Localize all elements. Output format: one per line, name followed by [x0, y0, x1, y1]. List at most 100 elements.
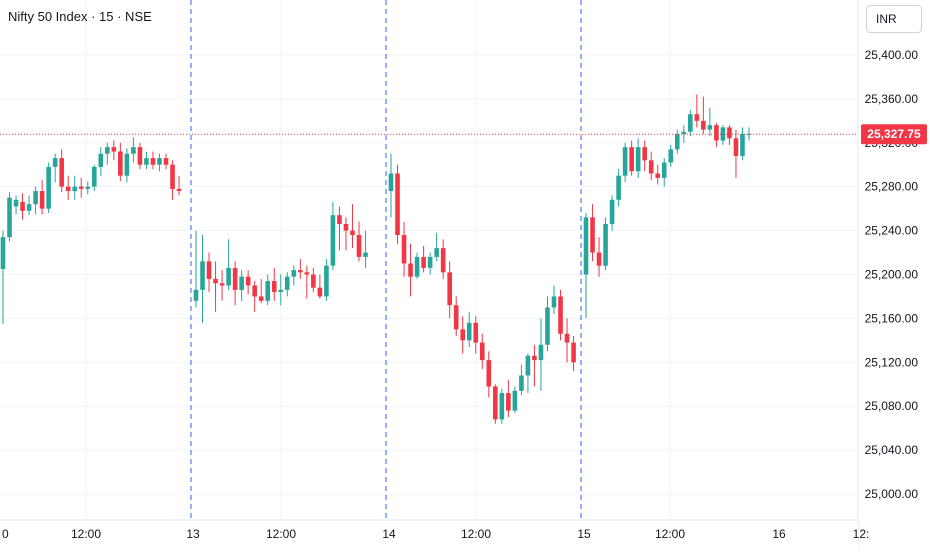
candle-up[interactable] — [105, 142, 110, 165]
candle-down[interactable] — [356, 221, 362, 262]
candle-down[interactable] — [213, 261, 218, 312]
candle-up[interactable] — [512, 386, 518, 413]
candle-down[interactable] — [245, 270, 251, 295]
candle-up[interactable] — [427, 252, 433, 275]
candle-down[interactable] — [395, 164, 400, 244]
candle-up[interactable] — [622, 142, 628, 183]
candle-up[interactable] — [551, 285, 557, 315]
candle-up[interactable] — [226, 239, 231, 290]
candle-up[interactable] — [98, 147, 104, 176]
candle-up[interactable] — [414, 252, 420, 279]
candle-up[interactable] — [239, 270, 244, 301]
candle-up[interactable] — [525, 353, 531, 394]
candle-down[interactable] — [298, 259, 303, 279]
candle-up[interactable] — [157, 153, 162, 172]
candle-down[interactable] — [714, 122, 719, 148]
candle-up[interactable] — [609, 195, 615, 231]
candle-down[interactable] — [111, 140, 117, 161]
candle-down[interactable] — [311, 267, 316, 293]
candle-up[interactable] — [33, 186, 38, 215]
candle-up[interactable] — [434, 232, 439, 262]
candle-up[interactable] — [668, 144, 674, 167]
candle-down[interactable] — [39, 180, 45, 215]
candle-down[interactable] — [590, 204, 595, 262]
candle-up[interactable] — [52, 153, 58, 183]
candle-down[interactable] — [453, 296, 459, 336]
candle-up[interactable] — [603, 217, 608, 271]
candle-down[interactable] — [59, 149, 64, 193]
candle-down[interactable] — [65, 175, 71, 200]
candle-down[interactable] — [408, 243, 413, 297]
candle-up[interactable] — [85, 181, 91, 195]
candle-up[interactable] — [265, 274, 271, 306]
candle-down[interactable] — [78, 177, 84, 198]
candle-down[interactable] — [421, 245, 426, 273]
candle-down[interactable] — [506, 379, 511, 418]
candle-down[interactable] — [701, 96, 706, 134]
candle-down[interactable] — [304, 265, 310, 299]
candle-down[interactable] — [163, 153, 169, 170]
candle-down[interactable] — [219, 270, 225, 301]
candle-up[interactable] — [284, 272, 290, 297]
candle-up[interactable] — [363, 230, 368, 268]
candle-up[interactable] — [720, 125, 726, 145]
candle-up[interactable] — [291, 265, 297, 286]
candle-down[interactable] — [460, 316, 466, 354]
candle-up[interactable] — [674, 129, 680, 154]
candle-up[interactable] — [278, 274, 284, 306]
currency-button[interactable]: INR — [866, 5, 922, 33]
candle-down[interactable] — [150, 151, 156, 170]
candle-up[interactable] — [519, 364, 524, 396]
candle-down[interactable] — [440, 239, 446, 279]
candle-up[interactable] — [538, 318, 544, 391]
candle-up[interactable] — [26, 195, 32, 216]
candle-up[interactable] — [545, 296, 550, 352]
candle-up[interactable] — [144, 151, 149, 170]
candle-up[interactable] — [124, 148, 130, 183]
candle-down[interactable] — [20, 193, 25, 220]
candle-down[interactable] — [473, 316, 479, 354]
candle-down[interactable] — [317, 274, 323, 299]
candle-up[interactable] — [388, 153, 394, 218]
candle-up[interactable] — [72, 175, 78, 200]
candle-down[interactable] — [558, 289, 563, 341]
candle-down[interactable] — [337, 206, 342, 251]
candle-down[interactable] — [479, 333, 485, 369]
candle-down[interactable] — [727, 125, 732, 145]
candle-down[interactable] — [258, 278, 264, 304]
candle-down[interactable] — [271, 267, 277, 301]
candle-down[interactable] — [252, 281, 257, 312]
candle-down[interactable] — [532, 344, 537, 387]
candle-down[interactable] — [642, 140, 647, 172]
candle-up[interactable] — [324, 259, 329, 301]
candle-up[interactable] — [707, 107, 713, 137]
candle-down[interactable] — [596, 237, 602, 277]
candle-down[interactable] — [564, 318, 570, 363]
candle-up[interactable] — [0, 230, 6, 324]
candle-up[interactable] — [46, 162, 51, 214]
candle-up[interactable] — [466, 311, 472, 347]
candle-up[interactable] — [7, 192, 12, 242]
candle-up[interactable] — [616, 169, 621, 207]
candle-down[interactable] — [733, 129, 739, 178]
candle-down[interactable] — [655, 164, 661, 185]
candle-up[interactable] — [681, 125, 687, 143]
candle-up[interactable] — [661, 158, 667, 187]
candle-down[interactable] — [343, 217, 349, 251]
candle-down[interactable] — [629, 140, 634, 176]
candle-up[interactable] — [746, 127, 752, 141]
candle-down[interactable] — [118, 142, 123, 182]
candle-up[interactable] — [200, 234, 205, 323]
candle-down[interactable] — [206, 252, 212, 293]
candle-up[interactable] — [583, 213, 589, 319]
candle-down[interactable] — [232, 261, 238, 306]
candle-down[interactable] — [401, 221, 407, 277]
candle-down[interactable] — [648, 151, 654, 181]
candle-up[interactable] — [131, 137, 136, 163]
candle-up[interactable] — [635, 138, 641, 178]
candle-down[interactable] — [486, 351, 492, 398]
candle-up[interactable] — [13, 195, 19, 215]
candle-up[interactable] — [740, 127, 745, 161]
candle-down[interactable] — [170, 160, 175, 200]
